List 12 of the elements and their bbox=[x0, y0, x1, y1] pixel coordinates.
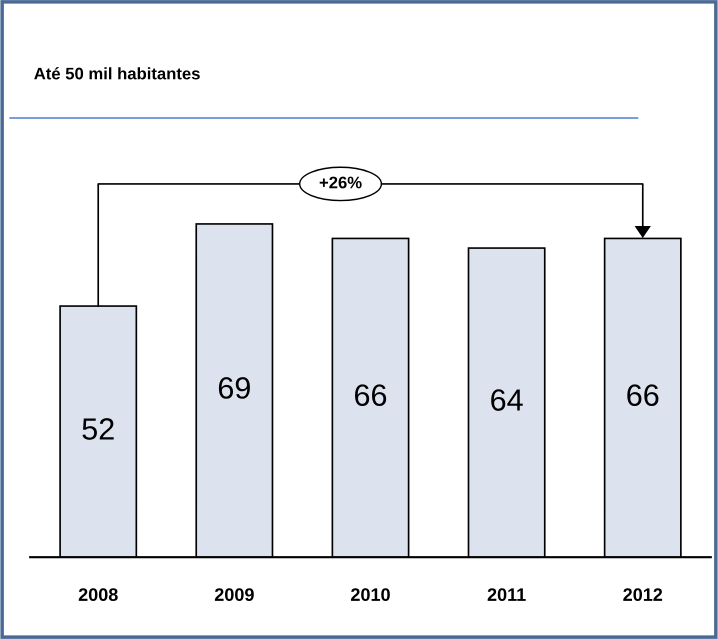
data-label: 52 bbox=[82, 418, 114, 440]
data-label: 69 bbox=[218, 377, 250, 399]
x-tick-label: 2010 bbox=[351, 588, 390, 602]
x-tick-label: 2009 bbox=[214, 588, 254, 602]
data-label: 66 bbox=[627, 384, 658, 406]
text: +26% bbox=[320, 176, 362, 188]
data-label: 64 bbox=[491, 389, 523, 411]
chart-title: Até 50 mil habitantes bbox=[34, 67, 200, 80]
x-tick-label: 2012 bbox=[623, 588, 662, 602]
x-tick-label: 2011 bbox=[488, 588, 526, 602]
x-tick-label: 2008 bbox=[78, 588, 118, 602]
data-label: 66 bbox=[355, 384, 386, 406]
